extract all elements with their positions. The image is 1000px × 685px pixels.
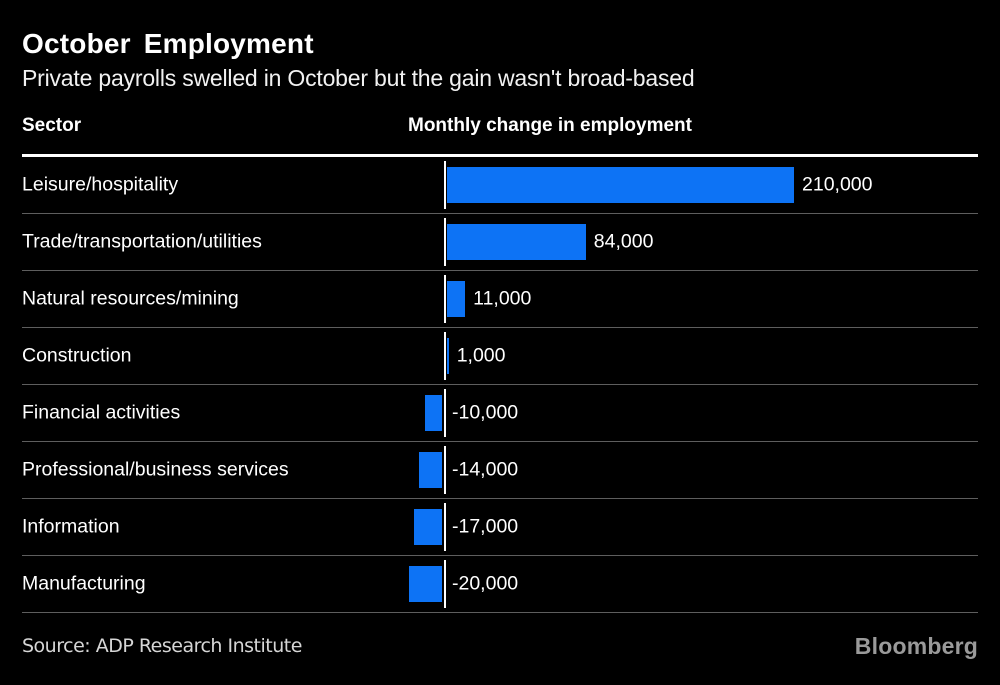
sector-label: Information [22,515,120,538]
zero-baseline [444,446,446,494]
sector-label: Trade/transportation/utilities [22,230,262,253]
sector-label: Natural resources/mining [22,287,239,310]
zero-baseline [444,218,446,266]
zero-baseline [444,560,446,608]
value-label: 1,000 [456,344,506,367]
table-row: Leisure/hospitality 210,000 [22,157,978,214]
table-row: Trade/transportation/utilities 84,000 [22,214,978,271]
header-rule [22,154,978,157]
table-row: Construction 1,000 [22,328,978,385]
value-label: -20,000 [452,572,519,595]
value-label: 210,000 [802,173,873,196]
sector-label: Leisure/hospitality [22,173,179,196]
zero-baseline [444,332,446,380]
bloomberg-logo: Bloomberg [854,633,978,659]
value-label: 11,000 [473,287,532,310]
value-bar [413,509,442,545]
value-bar [447,224,586,260]
value-label: -10,000 [452,401,519,424]
table-row: Manufacturing -20,000 [22,556,978,613]
table-row: Information -17,000 [22,499,978,556]
value-bar [425,395,442,431]
sector-label: Financial activities [22,401,181,424]
chart-subtitle: Private payrolls swelled in October but … [22,65,695,91]
source-note: Source: ADP Research Institute [22,635,302,657]
zero-baseline [444,389,446,437]
sector-label: Manufacturing [22,572,146,595]
value-bar [408,566,442,602]
value-label: 84,000 [593,230,654,253]
zero-baseline [444,161,446,209]
value-label: -14,000 [452,458,519,481]
chart-title: October Employment [22,28,314,59]
zero-baseline [444,275,446,323]
bar-chart: Leisure/hospitality 210,000 Trade/transp… [22,157,978,613]
value-bar [447,167,794,203]
value-label: -17,000 [452,515,519,538]
sector-label: Construction [22,344,132,367]
column-headers: Sector Monthly change in employment [22,115,978,141]
sector-label: Professional/business services [22,458,289,481]
table-row: Professional/business services -14,000 [22,442,978,499]
zero-baseline [444,503,446,551]
table-row: Natural resources/mining 11,000 [22,271,978,328]
value-bar [447,338,449,374]
chart-footer: Source: ADP Research Institute Bloomberg [22,613,978,659]
value-bar [418,452,442,488]
column-header-value: Monthly change in employment [408,115,692,136]
table-row: Financial activities -10,000 [22,385,978,442]
column-header-sector: Sector [22,115,82,136]
value-bar [447,281,466,317]
